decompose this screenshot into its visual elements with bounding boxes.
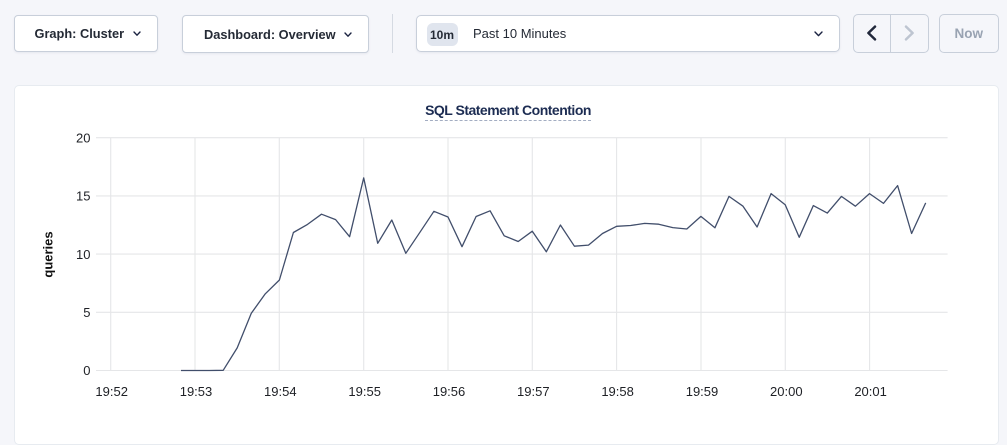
svg-text:19:52: 19:52: [95, 384, 128, 399]
svg-text:5: 5: [83, 305, 90, 320]
svg-text:20:00: 20:00: [770, 384, 803, 399]
svg-text:queries: queries: [41, 231, 56, 277]
svg-text:20: 20: [76, 130, 90, 145]
svg-text:20:01: 20:01: [854, 384, 887, 399]
svg-text:19:56: 19:56: [433, 384, 466, 399]
svg-text:0: 0: [83, 363, 90, 378]
svg-text:19:58: 19:58: [601, 384, 634, 399]
svg-text:10: 10: [76, 247, 90, 262]
svg-text:19:54: 19:54: [264, 384, 297, 399]
svg-text:19:59: 19:59: [686, 384, 719, 399]
svg-text:19:57: 19:57: [517, 384, 550, 399]
svg-text:15: 15: [76, 189, 90, 204]
svg-text:19:55: 19:55: [348, 384, 381, 399]
svg-text:19:53: 19:53: [180, 384, 213, 399]
